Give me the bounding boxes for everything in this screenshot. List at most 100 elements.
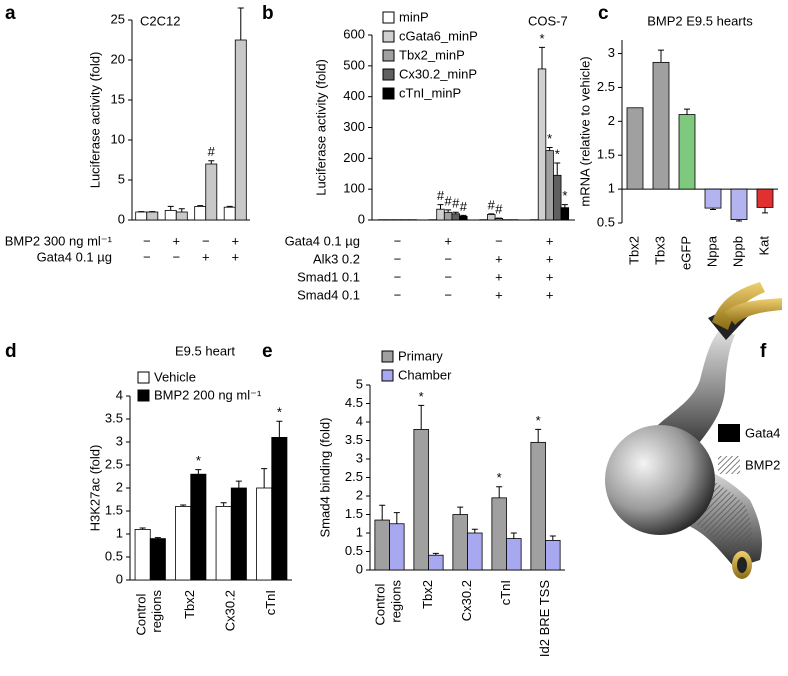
condition-mark: − (394, 251, 402, 266)
x-tick-label: Nppa (704, 235, 719, 267)
y-tick-label: 0 (116, 571, 123, 586)
bar (545, 150, 554, 221)
y-axis-label: mRNA (relative to vehicle) (577, 56, 592, 206)
y-tick-label: 2 (608, 113, 615, 128)
bar (451, 213, 460, 221)
significance-mark: # (488, 197, 496, 212)
bar (704, 188, 722, 209)
error-bar (457, 506, 464, 515)
error-bar (197, 205, 204, 207)
x-tick-label: Tbx3 (652, 236, 667, 265)
bar (134, 529, 151, 581)
legend-swatch (382, 68, 395, 81)
panel: a C2C12 Luciferase activity (fold) 0 5 10 15 20… (5, 0, 250, 264)
bar (452, 514, 468, 571)
legend-swatch (382, 87, 395, 100)
panel-letter: d (5, 341, 17, 362)
error-bar (561, 204, 568, 208)
y-tick-label: 2.5 (345, 469, 363, 484)
y-tick-label: 100 (343, 181, 365, 196)
bar (560, 207, 570, 221)
significance-mark: * (539, 31, 544, 46)
bar (428, 554, 444, 571)
y-tick-label: 1.5 (597, 147, 615, 162)
chart-title: E9.5 heart (175, 343, 235, 358)
bar (467, 532, 483, 571)
bar (506, 538, 522, 571)
error-bar (546, 147, 553, 151)
y-tick-label: 600 (343, 26, 365, 41)
error-bar (488, 213, 495, 215)
condition-mark: − (172, 249, 180, 264)
y-tick-label: 400 (343, 88, 365, 103)
y-axis-label: Smad4 binding (fold) (317, 418, 332, 538)
x-tick-label: Tbx2 (626, 236, 641, 265)
x-tick-label: cTnI (498, 580, 513, 605)
error-bar (736, 219, 742, 222)
condition-label: Gata4 0.1 µg (37, 249, 112, 264)
legend-label: Gata4 (745, 425, 780, 440)
bar (175, 211, 188, 221)
y-tick-label: 0.5 (105, 548, 123, 563)
error-bar (762, 207, 768, 214)
x-tick-label: Kat (756, 236, 771, 256)
significance-mark: * (536, 413, 541, 428)
legend-label: Vehicle (154, 369, 196, 384)
y-tick-label: 3 (608, 45, 615, 60)
legend-label: Primary (398, 348, 443, 363)
x-tick-label: Cx30.2 (223, 590, 238, 631)
bar (730, 188, 748, 221)
significance-mark: * (547, 131, 552, 146)
condition-mark: − (495, 233, 503, 248)
condition-mark: − (202, 233, 210, 248)
panel: e Smad4 binding (fold) 0 0.5 1 1.5 2 2.5 3 3.5 4 4.… (262, 341, 565, 657)
x-tick-label: eGFP (678, 236, 693, 270)
y-tick-label: 15 (111, 91, 125, 106)
condition-mark: + (546, 233, 554, 248)
error-bar (195, 469, 202, 475)
legend-label: cTnI_minP (399, 85, 461, 100)
y-tick-label: 1.5 (345, 506, 363, 521)
bar (190, 473, 207, 581)
error-bar (393, 512, 400, 524)
significance-mark: # (445, 193, 453, 208)
x-tick-label: Tbx2 (420, 580, 435, 609)
y-tick-label: 0.5 (597, 214, 615, 229)
y-axis-label: H3K27ac (fold) (87, 445, 102, 532)
legend-swatch (382, 49, 395, 62)
legend-label: minP (399, 9, 429, 24)
condition-mark: + (546, 251, 554, 266)
panel-letter: c (598, 3, 609, 24)
y-tick-label: 5 (118, 171, 125, 186)
condition-mark: + (546, 287, 554, 302)
error-bar (237, 7, 244, 40)
condition-mark: + (202, 249, 210, 264)
legend-label: cGata6_minP (399, 28, 478, 43)
condition-mark: + (231, 233, 239, 248)
condition-mark: − (444, 269, 452, 284)
bar (756, 188, 774, 208)
y-tick-label: 25 (111, 11, 125, 26)
bar (530, 441, 546, 571)
y-tick-label: 10 (111, 131, 125, 146)
error-bar (510, 532, 517, 539)
bar (230, 487, 247, 581)
legend-swatch (137, 389, 150, 402)
condition-mark: + (231, 249, 239, 264)
significance-mark: * (497, 470, 502, 485)
bar (194, 205, 207, 221)
x-tick-label: Nppb (730, 236, 745, 267)
bar (487, 214, 496, 221)
outflow (640, 330, 735, 455)
panel-letter: f (760, 341, 767, 362)
error-bar (226, 205, 233, 208)
bar (223, 206, 236, 221)
bar (652, 61, 670, 190)
legend-label: Tbx2_minP (399, 47, 465, 62)
significance-mark: * (419, 389, 424, 404)
bar (205, 163, 218, 221)
legend-swatch (718, 424, 740, 442)
y-tick-label: 3.5 (105, 410, 123, 425)
y-tick-label: 300 (343, 119, 365, 134)
condition-mark: − (143, 233, 151, 248)
